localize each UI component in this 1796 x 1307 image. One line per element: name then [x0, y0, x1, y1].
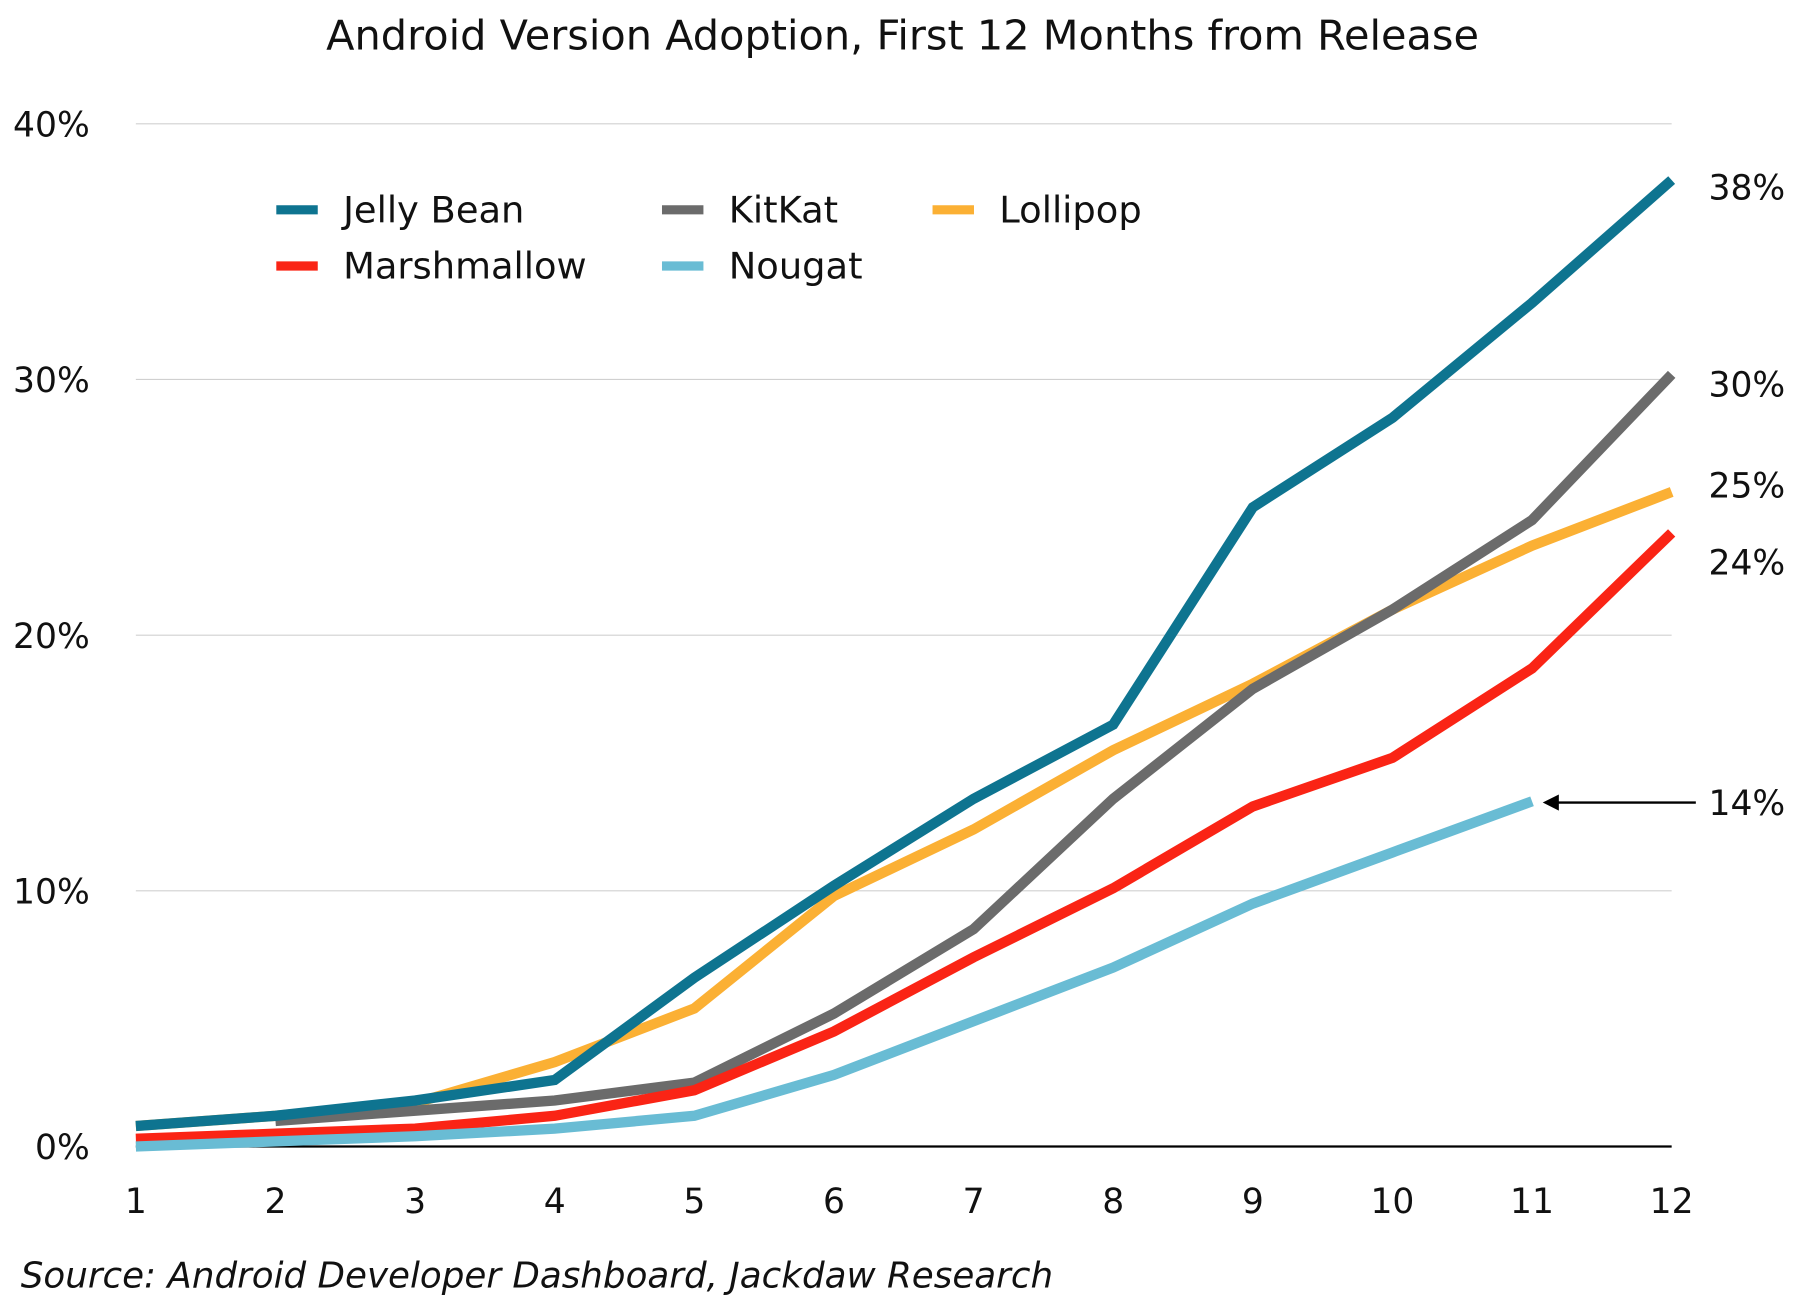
x-tick-label: 1 [125, 1182, 147, 1222]
x-tick-label: 5 [683, 1182, 705, 1222]
x-tick-label: 7 [963, 1182, 985, 1222]
y-tick-label: 40% [13, 105, 90, 145]
x-tick-label: 9 [1242, 1182, 1264, 1222]
end-value-label: 30% [1709, 366, 1786, 406]
x-tick-label: 3 [404, 1182, 426, 1222]
x-tick-label: 8 [1102, 1182, 1124, 1222]
legend-item: KitKat [661, 188, 838, 231]
series-line-kitkat [275, 370, 1676, 1127]
legend-item: Marshmallow [276, 245, 587, 288]
source-note: Source: Android Developer Dashboard, Jac… [21, 1256, 1053, 1297]
y-tick-label: 0% [35, 1128, 90, 1168]
y-tick-label: 20% [13, 617, 90, 657]
legend-item: Jelly Bean [276, 188, 524, 231]
legend-label: Marshmallow [343, 245, 587, 288]
end-value-label: 38% [1709, 169, 1786, 209]
end-value-label: 24% [1709, 543, 1786, 583]
legend-label: Jelly Bean [341, 188, 524, 231]
series-line-jelly-bean [135, 176, 1676, 1132]
end-value-label: 25% [1709, 467, 1786, 507]
end-value-label: 14% [1709, 784, 1786, 824]
legend-label: Nougat [729, 245, 863, 288]
series-line-nougat [135, 796, 1534, 1152]
x-tick-label: 2 [264, 1182, 286, 1222]
y-tick-label: 30% [13, 361, 90, 401]
legend-item: Nougat [661, 245, 863, 288]
x-tick-label: 10 [1370, 1182, 1414, 1222]
legend-label: Lollipop [999, 188, 1141, 231]
x-tick-label: 11 [1510, 1182, 1554, 1222]
legend-label: KitKat [729, 188, 838, 231]
y-tick-label: 10% [13, 872, 90, 912]
legend-item: Lollipop [932, 188, 1142, 231]
series-line-marshmallow [135, 529, 1676, 1144]
chart-title: Android Version Adoption, First 12 Month… [326, 11, 1479, 59]
x-tick-label: 4 [544, 1182, 566, 1222]
arrow-head-icon [1542, 794, 1559, 811]
x-tick-label: 12 [1650, 1182, 1694, 1222]
x-tick-label: 6 [823, 1182, 845, 1222]
series-line-lollipop [135, 487, 1674, 1132]
